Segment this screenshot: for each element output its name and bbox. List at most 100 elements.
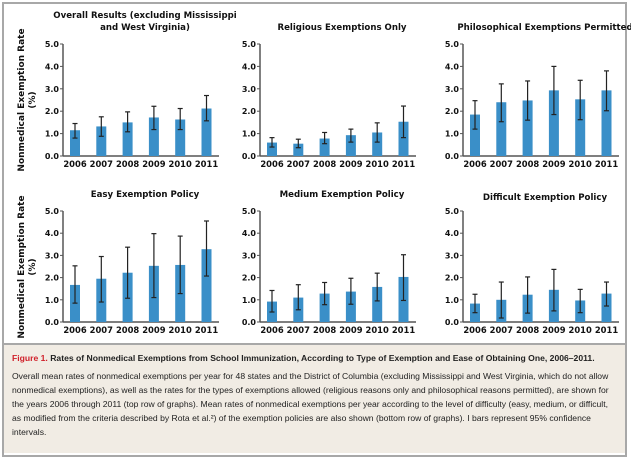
- bar: [398, 121, 409, 156]
- figure-frame: [2, 2, 627, 457]
- x-tick-label: 2009: [542, 325, 565, 335]
- y-tick-label: 0.0: [242, 152, 257, 161]
- x-tick-label: 2006: [260, 325, 283, 335]
- y-tick-label: 4.0: [45, 229, 60, 238]
- caption-title: Rates of Nonmedical Exemptions from Scho…: [50, 353, 595, 363]
- bar: [319, 138, 330, 156]
- bar: [345, 291, 356, 322]
- y-tick-label: 3.0: [45, 251, 60, 260]
- y-tick-label: 1.0: [45, 296, 60, 305]
- y-tick-label: 1.0: [45, 130, 60, 139]
- y-tick-label: 1.0: [445, 130, 460, 139]
- x-tick-label: 2006: [463, 325, 486, 335]
- bar: [601, 293, 612, 322]
- x-tick-label: 2006: [260, 159, 283, 169]
- y-tick-label: 3.0: [445, 85, 460, 94]
- y-tick-label: 4.0: [242, 62, 257, 71]
- x-tick-label: 2008: [516, 159, 539, 169]
- y-tick-label: 3.0: [242, 85, 257, 94]
- x-tick-label: 2008: [516, 325, 539, 335]
- x-tick-label: 2010: [366, 159, 389, 169]
- y-tick-label: 4.0: [45, 62, 60, 71]
- x-tick-label: 2009: [339, 159, 362, 169]
- y-tick-label: 4.0: [445, 62, 460, 71]
- charts: Nonmedical Exemption Rate (%) Nonmedical…: [17, 11, 631, 339]
- y-tick-label: 3.0: [45, 85, 60, 94]
- chart-title: Overall Results (excluding Mississippi: [53, 11, 236, 21]
- x-tick-label: 2009: [339, 325, 362, 335]
- x-tick-label: 2010: [169, 159, 192, 169]
- y-tick-label: 5.0: [45, 207, 60, 216]
- bar: [470, 114, 480, 156]
- y-tick-label: 2.0: [242, 274, 257, 283]
- y-tick-label: 5.0: [45, 40, 60, 49]
- bar: [293, 143, 304, 156]
- x-tick-label: 2008: [313, 325, 336, 335]
- chart-title: Difficult Exemption Policy: [483, 193, 608, 203]
- chart-title: Philosophical Exemptions Permitted: [457, 23, 631, 33]
- y-tick-label: 0.0: [45, 318, 60, 327]
- x-tick-label: 2011: [195, 159, 218, 169]
- y-axis-label-bottom-unit: (%): [28, 258, 38, 275]
- x-tick-label: 2007: [490, 159, 513, 169]
- y-tick-label: 3.0: [242, 251, 257, 260]
- x-tick-label: 2011: [595, 325, 618, 335]
- y-tick-label: 2.0: [45, 107, 60, 116]
- y-tick-label: 0.0: [45, 152, 60, 161]
- bar: [122, 122, 133, 156]
- bar: [267, 142, 277, 156]
- bar: [345, 135, 356, 156]
- x-tick-label: 2011: [392, 159, 415, 169]
- y-tick-label: 2.0: [445, 274, 460, 283]
- y-tick-label: 4.0: [242, 229, 257, 238]
- x-tick-label: 2007: [287, 325, 310, 335]
- y-axis-label-top-unit: (%): [28, 91, 38, 108]
- x-tick-label: 2011: [195, 325, 218, 335]
- bar: [96, 126, 107, 156]
- x-tick-label: 2009: [542, 159, 565, 169]
- bar: [148, 117, 159, 156]
- x-tick-label: 2008: [116, 325, 139, 335]
- bar: [201, 108, 212, 156]
- bar: [175, 119, 186, 156]
- y-tick-label: 1.0: [445, 296, 460, 305]
- y-tick-label: 1.0: [242, 296, 257, 305]
- y-tick-label: 1.0: [242, 130, 257, 139]
- bar: [201, 249, 212, 322]
- bar: [548, 90, 559, 156]
- x-tick-label: 2010: [366, 325, 389, 335]
- bar: [372, 286, 383, 322]
- caption-label: Figure 1.: [12, 353, 48, 363]
- x-tick-label: 2010: [569, 325, 592, 335]
- y-tick-label: 2.0: [242, 107, 257, 116]
- y-tick-label: 5.0: [445, 207, 460, 216]
- bar: [496, 102, 507, 156]
- bar: [522, 100, 533, 156]
- x-tick-label: 2010: [169, 325, 192, 335]
- y-tick-label: 4.0: [445, 229, 460, 238]
- bar: [601, 90, 612, 156]
- x-tick-label: 2008: [313, 159, 336, 169]
- y-tick-label: 2.0: [45, 274, 60, 283]
- x-tick-label: 2011: [595, 159, 618, 169]
- y-tick-label: 0.0: [445, 318, 460, 327]
- y-axis-label-bottom: Nonmedical Exemption Rate: [17, 195, 27, 338]
- x-tick-label: 2008: [116, 159, 139, 169]
- x-tick-label: 2006: [463, 159, 486, 169]
- x-tick-label: 2007: [490, 325, 513, 335]
- figure-caption: Figure 1. Rates of Nonmedical Exemptions…: [4, 343, 625, 453]
- x-tick-label: 2006: [63, 325, 86, 335]
- x-tick-label: 2007: [90, 325, 113, 335]
- y-tick-label: 2.0: [445, 107, 460, 116]
- bar: [319, 293, 330, 322]
- caption-body: Overall mean rates of nonmedical exempti…: [12, 371, 609, 437]
- chart-title: and West Virginia): [100, 23, 190, 33]
- bar: [372, 132, 383, 156]
- x-tick-label: 2011: [392, 325, 415, 335]
- chart-title: Medium Exemption Policy: [280, 190, 405, 200]
- bar: [70, 130, 80, 156]
- bar: [575, 99, 586, 156]
- y-axis-label-top: Nonmedical Exemption Rate: [17, 28, 27, 171]
- x-tick-label: 2009: [142, 325, 165, 335]
